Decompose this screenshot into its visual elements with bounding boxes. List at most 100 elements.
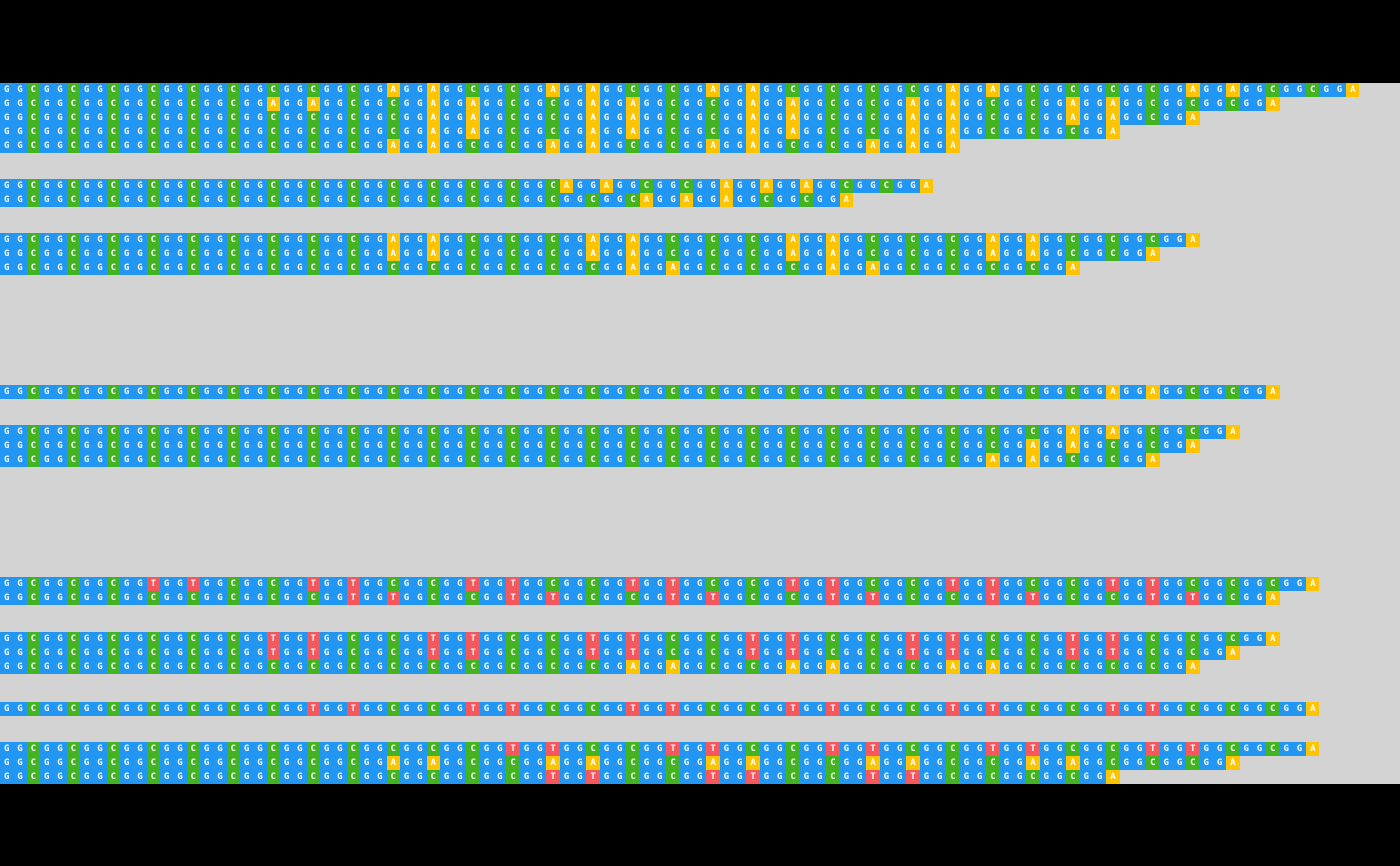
base-cell-G: G (853, 577, 867, 591)
base-cell-G: G (813, 233, 827, 247)
base-cell-A: A (1066, 756, 1080, 770)
base-cell-C: C (706, 453, 720, 467)
base-cell-C: C (226, 577, 240, 591)
base-cell-G: G (453, 261, 467, 275)
base-cell-G: G (399, 632, 414, 646)
base-cell-C: C (906, 660, 920, 674)
base-cell-G: G (439, 111, 454, 125)
base-cell-C: C (866, 125, 880, 139)
base-cell-G: G (319, 756, 334, 770)
base-cell-G: G (839, 756, 853, 770)
base-cell-C: C (186, 139, 200, 153)
base-cell-T: T (186, 577, 200, 591)
base-cell-G: G (813, 247, 827, 261)
base-cell-G: G (319, 577, 334, 591)
base-cell-G: G (39, 83, 54, 97)
base-cell-C: C (346, 742, 360, 756)
base-cell-G: G (1039, 97, 1053, 111)
base-cell-C: C (426, 261, 440, 275)
base-cell-G: G (79, 756, 94, 770)
base-cell-A: A (946, 83, 960, 97)
base-cell-G: G (613, 742, 627, 756)
base-cell-G: G (439, 247, 454, 261)
base-cell-G: G (573, 111, 587, 125)
base-cell-G: G (453, 125, 467, 139)
base-cell-G: G (359, 742, 374, 756)
base-cell-C: C (426, 660, 440, 674)
base-cell-C: C (786, 139, 800, 153)
base-cell-A: A (426, 233, 440, 247)
base-cell-G: G (733, 702, 747, 716)
base-cell-C: C (26, 453, 40, 467)
base-cell-T: T (346, 702, 360, 716)
base-cell-G: G (479, 193, 494, 207)
base-cell-G: G (1132, 591, 1147, 605)
base-cell-G: G (13, 233, 27, 247)
base-cell-G: G (333, 139, 347, 153)
base-cell-G: G (173, 425, 187, 439)
base-cell-G: G (759, 247, 774, 261)
base-cell-C: C (226, 742, 240, 756)
base-cell-C: C (866, 702, 880, 716)
base-cell-G: G (253, 125, 267, 139)
base-cell-G: G (173, 577, 187, 591)
base-cell-G: G (253, 83, 267, 97)
base-cell-C: C (546, 385, 560, 399)
base-cell-G: G (333, 179, 347, 193)
base-cell-G: G (53, 193, 67, 207)
base-cell-G: G (919, 425, 933, 439)
base-cell-G: G (1052, 97, 1067, 111)
base-cell-G: G (773, 247, 787, 261)
base-cell-C: C (906, 702, 920, 716)
base-cell-C: C (306, 247, 320, 261)
base-cell-C: C (426, 385, 440, 399)
base-cell-G: G (1199, 591, 1213, 605)
base-cell-G: G (279, 83, 294, 97)
base-cell-G: G (519, 646, 534, 660)
base-cell-C: C (226, 261, 240, 275)
base-cell-C: C (26, 632, 40, 646)
base-cell-C: C (66, 83, 80, 97)
base-cell-G: G (293, 632, 307, 646)
base-cell-C: C (66, 425, 80, 439)
base-cell-G: G (919, 660, 933, 674)
base-cell-G: G (93, 179, 107, 193)
base-cell-G: G (333, 756, 347, 770)
base-cell-T: T (306, 632, 320, 646)
base-cell-G: G (199, 261, 214, 275)
base-cell-G: G (1252, 702, 1267, 716)
base-cell-G: G (519, 756, 534, 770)
base-cell-G: G (1039, 83, 1053, 97)
base-cell-G: G (693, 742, 707, 756)
base-cell-G: G (559, 756, 574, 770)
base-cell-G: G (93, 439, 107, 453)
base-cell-A: A (1186, 83, 1200, 97)
base-cell-T: T (146, 577, 160, 591)
